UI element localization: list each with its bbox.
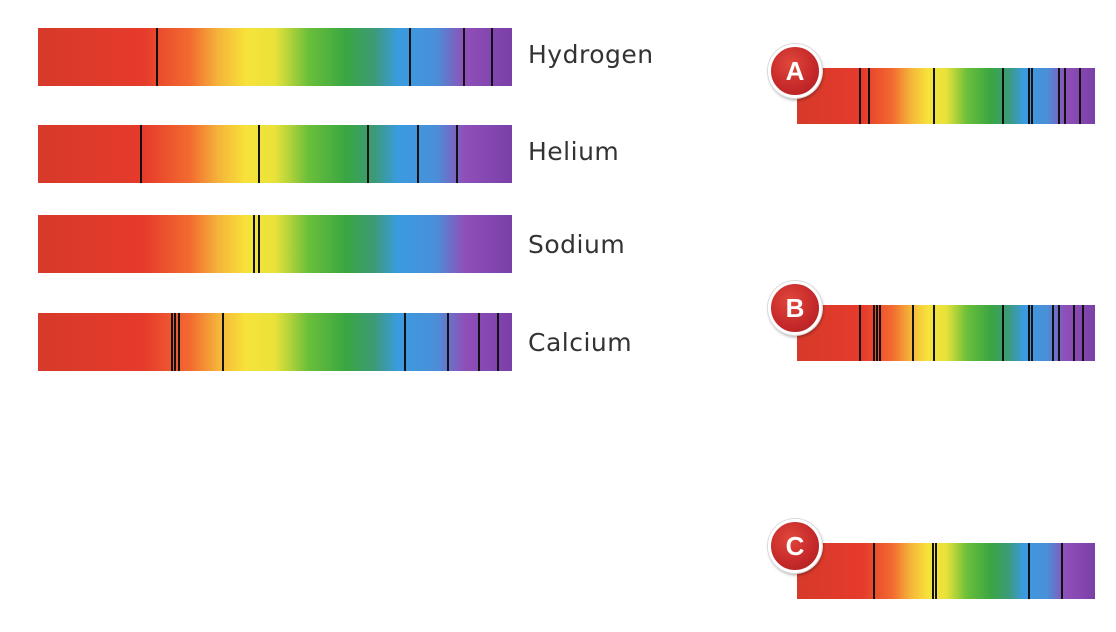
absorption-line xyxy=(1002,68,1004,124)
badge-c: C xyxy=(768,519,822,573)
absorption-line xyxy=(491,28,493,86)
absorption-line xyxy=(258,125,260,183)
absorption-line xyxy=(868,68,870,124)
absorption-line xyxy=(1058,68,1060,124)
absorption-line xyxy=(478,313,480,371)
absorption-line xyxy=(1082,305,1084,361)
badge-b: B xyxy=(768,281,822,335)
absorption-line xyxy=(463,28,465,86)
absorption-line xyxy=(1058,305,1060,361)
absorption-line xyxy=(933,68,935,124)
absorption-line xyxy=(873,305,875,361)
absorption-line xyxy=(222,313,224,371)
absorption-line xyxy=(1031,305,1033,361)
label-helium: Helium xyxy=(528,137,620,166)
absorption-line xyxy=(409,28,411,86)
absorption-line xyxy=(171,313,173,371)
absorption-line xyxy=(859,305,861,361)
absorption-line xyxy=(174,313,176,371)
spectrum-calcium xyxy=(38,313,512,371)
absorption-line xyxy=(1031,68,1033,124)
absorption-line xyxy=(1002,305,1004,361)
absorption-line xyxy=(933,305,935,361)
absorption-line xyxy=(1028,543,1030,599)
spectrum-unknown-b xyxy=(797,305,1095,361)
absorption-line xyxy=(912,305,914,361)
absorption-line xyxy=(1028,305,1030,361)
absorption-line xyxy=(417,125,419,183)
absorption-line xyxy=(404,313,406,371)
absorption-line xyxy=(932,543,934,599)
absorption-line xyxy=(1073,305,1075,361)
label-hydrogen: Hydrogen xyxy=(528,40,654,69)
absorption-line xyxy=(879,305,881,361)
spectrum-helium xyxy=(38,125,512,183)
absorption-line xyxy=(178,313,180,371)
absorption-line xyxy=(876,305,878,361)
absorption-line xyxy=(456,125,458,183)
label-sodium: Sodium xyxy=(528,230,626,259)
label-calcium: Calcium xyxy=(528,328,633,357)
absorption-line xyxy=(497,313,499,371)
badge-a: A xyxy=(768,44,822,98)
absorption-line xyxy=(859,68,861,124)
absorption-line xyxy=(156,28,158,86)
spectrum-unknown-c xyxy=(797,543,1095,599)
absorption-line xyxy=(253,215,255,273)
absorption-line xyxy=(140,125,142,183)
absorption-line xyxy=(258,215,260,273)
absorption-line xyxy=(1052,305,1054,361)
absorption-line xyxy=(367,125,369,183)
absorption-line xyxy=(1028,68,1030,124)
spectrum-sodium xyxy=(38,215,512,273)
absorption-line xyxy=(873,543,875,599)
absorption-line xyxy=(1061,543,1063,599)
spectrum-unknown-a xyxy=(797,68,1095,124)
absorption-line xyxy=(1079,68,1081,124)
absorption-line xyxy=(447,313,449,371)
absorption-line xyxy=(1064,68,1066,124)
spectrum-hydrogen xyxy=(38,28,512,86)
absorption-line xyxy=(935,543,937,599)
